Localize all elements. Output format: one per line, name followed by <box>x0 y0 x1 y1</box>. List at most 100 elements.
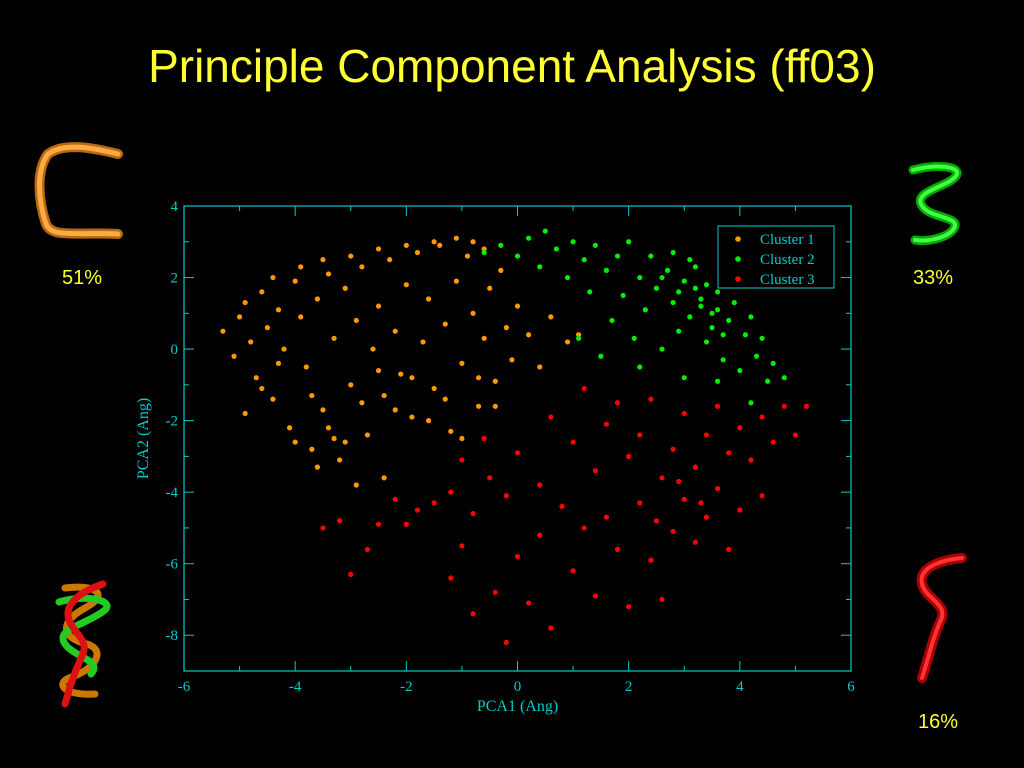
cluster-1-point <box>503 325 509 331</box>
cluster-2-point <box>748 314 754 320</box>
cluster-1-point <box>576 332 582 338</box>
cluster-1-point <box>481 335 487 341</box>
cluster-3-point <box>726 546 732 552</box>
cluster-2-point <box>498 242 504 248</box>
cluster-1-point <box>375 367 382 374</box>
cluster-2-point <box>676 328 682 334</box>
cluster-2-point <box>537 264 543 270</box>
cluster-3-point <box>670 528 676 535</box>
cluster-3-point <box>715 485 721 492</box>
cluster-2-point <box>759 335 765 341</box>
cluster-3-point <box>692 539 698 545</box>
cluster-3-point <box>548 625 554 631</box>
cluster-3-point <box>503 639 509 645</box>
cluster-1-point <box>320 257 326 263</box>
cluster-3-point <box>364 546 371 552</box>
cluster-3-point <box>614 546 621 552</box>
cluster-2-point <box>726 317 732 324</box>
cluster-3-point <box>570 439 576 445</box>
x-tick-label: -4 <box>289 679 302 695</box>
cluster-3-point <box>648 557 654 563</box>
cluster-1-point <box>409 375 415 381</box>
cluster-3-point <box>375 521 382 527</box>
cluster-1-point <box>275 307 282 313</box>
cluster-1-point <box>381 475 387 481</box>
cluster-1-point <box>392 328 398 334</box>
cluster-1-point <box>420 339 426 345</box>
cluster-1-point <box>375 303 382 309</box>
cluster-2-point <box>659 346 665 352</box>
cluster-3-point <box>503 493 509 499</box>
cluster-1-point <box>337 457 343 463</box>
cluster-1-point <box>403 282 409 288</box>
cluster-2-point <box>720 357 726 363</box>
cluster-3-point <box>487 475 493 481</box>
cluster-3-point <box>676 478 682 485</box>
cluster-1-point <box>470 239 476 245</box>
cluster-2-point <box>715 378 721 384</box>
cluster-1-structure-image <box>34 142 123 239</box>
cluster-1-point <box>325 271 332 277</box>
cluster-3-point <box>726 450 732 456</box>
cluster-2-point <box>514 253 521 259</box>
cluster-2-percent: 33% <box>913 267 954 289</box>
cluster-2-point <box>653 285 660 291</box>
cluster-1-point <box>259 385 265 392</box>
cluster-1-point <box>514 303 521 309</box>
cluster-1-point <box>464 253 471 259</box>
cluster-1-point <box>248 339 254 345</box>
cluster-2-point <box>687 257 693 263</box>
cluster-3-point <box>431 500 437 506</box>
cluster-2-point <box>703 339 710 345</box>
cluster-3-point <box>792 432 799 438</box>
cluster-1-percent: 51% <box>62 267 103 289</box>
cluster-3-point <box>653 518 660 524</box>
cluster-1-point <box>564 339 571 345</box>
cluster-3-point <box>715 403 721 409</box>
cluster-1-point <box>259 289 265 295</box>
cluster-1-point <box>425 296 432 302</box>
cluster-2-point <box>526 235 532 241</box>
cluster-3-point <box>570 568 576 574</box>
cluster-3-point <box>537 482 543 488</box>
legend-label-3: Cluster 3 <box>760 272 815 288</box>
cluster-1-point <box>242 299 248 306</box>
cluster-1-point <box>353 482 359 488</box>
legend-label-1: Cluster 1 <box>760 232 815 248</box>
cluster-1-point <box>303 364 309 370</box>
cluster-1-point <box>298 264 304 270</box>
cluster-2-point <box>720 332 726 338</box>
cluster-3-point <box>692 464 698 470</box>
cluster-1-point <box>309 392 315 399</box>
cluster-1-point <box>236 314 243 320</box>
cluster-3-point <box>614 400 621 406</box>
cluster-2-point <box>648 253 654 259</box>
cluster-1-point <box>292 439 298 445</box>
cluster-3-point <box>320 525 326 531</box>
x-tick-label: -6 <box>178 679 191 695</box>
cluster-1-point <box>492 378 498 384</box>
cluster-2-point <box>481 249 487 256</box>
cluster-1-point <box>231 353 237 359</box>
all-clusters-overlay-structure-image <box>55 580 111 708</box>
slide-title: Principle Component Analysis (ff03) <box>148 40 876 92</box>
cluster-3-point <box>781 403 787 409</box>
cluster-1-point <box>364 432 371 438</box>
cluster-1-point <box>509 357 515 363</box>
cluster-3-point <box>514 450 521 456</box>
cluster-3-point <box>537 532 543 538</box>
cluster-1-point <box>442 321 448 327</box>
cluster-1-point <box>448 428 454 434</box>
cluster-1-point <box>442 396 448 402</box>
cluster-1-point <box>548 314 554 320</box>
cluster-1-point <box>348 382 354 388</box>
legend-marker-3 <box>735 276 741 282</box>
cluster-3-point <box>559 503 565 510</box>
cluster-1-point <box>453 278 459 284</box>
y-tick-label: -4 <box>166 485 179 501</box>
cluster-1-point <box>459 360 465 366</box>
cluster-3-point <box>670 446 676 452</box>
cluster-1-point <box>314 296 320 302</box>
cluster-2-structure-image <box>908 162 962 245</box>
